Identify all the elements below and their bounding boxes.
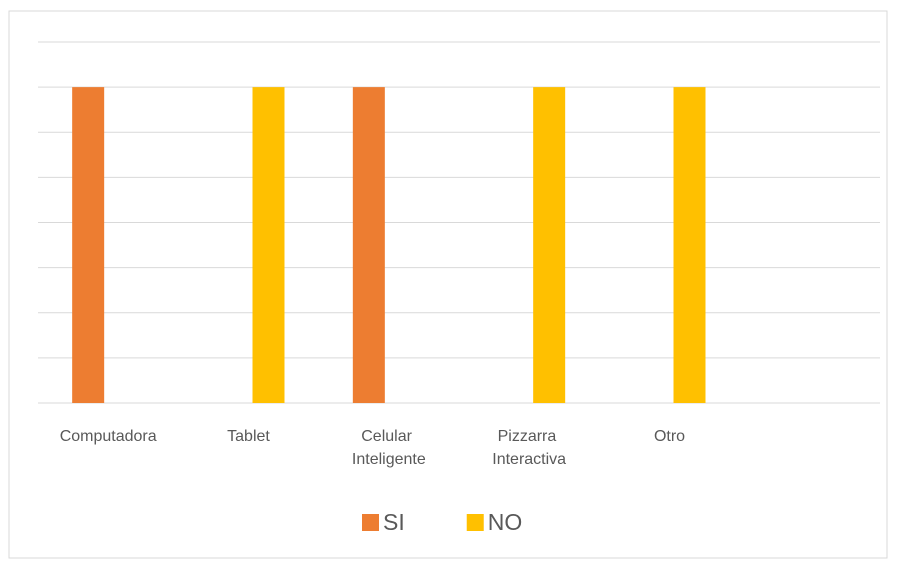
legend-label: NO [488, 509, 523, 535]
x-tick-label: Computadora [60, 428, 157, 445]
bar [352, 87, 385, 403]
x-tick-label: Tablet [227, 428, 270, 445]
x-tick-label: Pizzarra Interactiva [492, 428, 566, 468]
legend-swatch [466, 514, 484, 531]
legend-label: SI [383, 509, 405, 535]
bar [533, 87, 566, 403]
bar [252, 87, 285, 403]
chart-frame [8, 10, 888, 559]
x-tick-label: Celular Inteligente [352, 428, 426, 468]
x-tick-label: Otro [654, 428, 685, 445]
legend-swatch [362, 514, 379, 531]
bar [72, 87, 105, 403]
bar [673, 87, 706, 403]
